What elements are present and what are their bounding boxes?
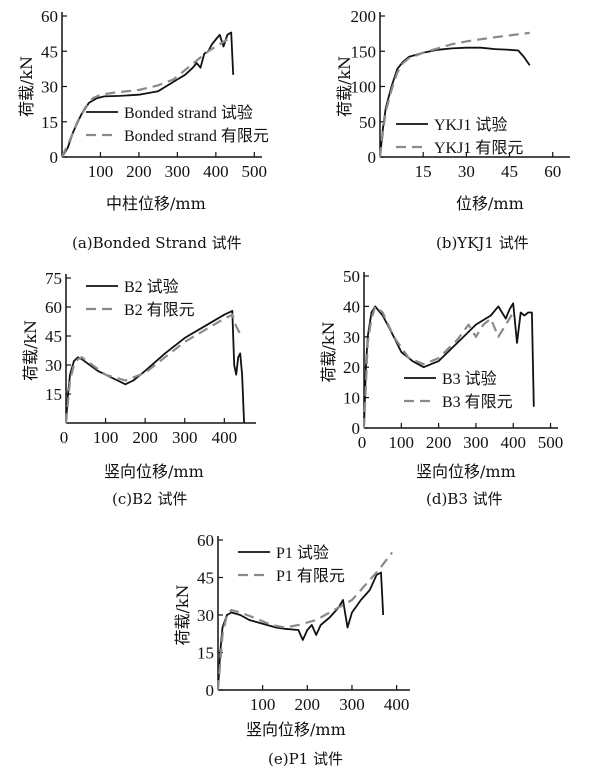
chart-c-xtick-label: 300: [172, 428, 198, 447]
chart-d-series-fem-line: [362, 305, 515, 429]
chart-c-ytick-label: 45: [45, 327, 62, 346]
chart-c-xtick-label: 0: [60, 428, 69, 447]
chart-c-ylabel: 荷载/kN: [21, 320, 40, 381]
chart-e-plot: 0 15 30 45 60 100 200 300 400 荷载/kN P1 试验 P1 有限元: [173, 531, 410, 714]
chart-panel-d: 0 10 20 30 40 50 100 200 300 400 500 0 荷载/kN B3 试验 B3 …: [300, 262, 598, 522]
chart-e-legend-fem-label: P1 有限元: [276, 567, 345, 585]
chart-e-xtick-label: 100: [250, 695, 276, 714]
chart-a-xtick-label: 200: [126, 162, 152, 181]
chart-d-xtick-label: 400: [500, 433, 526, 452]
chart-d-ytick-label: 0: [352, 419, 361, 438]
chart-c-ytick-label: 15: [45, 385, 62, 404]
chart-d-legend-experiment-label: B3 试验: [442, 370, 497, 388]
chart-c-caption: (c)B2 试件: [112, 490, 188, 508]
chart-c-series-fem-line: [64, 313, 242, 424]
chart-a-ytick-label: 15: [41, 113, 58, 132]
chart-panel-a: 0 15 30 45 60 100 200 300 400 500 荷载/kN Bonded stra…: [0, 0, 300, 260]
chart-d-xtick-label: 0: [358, 433, 367, 452]
chart-d-xtick-label: 300: [463, 433, 489, 452]
chart-c-series-experiment-line: [65, 310, 245, 424]
chart-b-ytick-label: 100: [351, 78, 377, 97]
chart-a-legend-experiment-label: Bonded strand 试验: [124, 104, 253, 122]
chart-a-caption: (a)Bonded Strand 试件: [72, 234, 242, 252]
chart-e-legend-experiment-label: P1 试验: [276, 544, 329, 562]
chart-c-legend-fem-label: B2 有限元: [124, 301, 195, 319]
chart-a-legend-fem-label: Bonded strand 有限元: [124, 127, 269, 145]
chart-c-xtick-label: 200: [132, 428, 158, 447]
chart-e-ylabel: 荷载/kN: [173, 584, 192, 645]
chart-b-ytick-label: 50: [359, 113, 376, 132]
chart-a-xtick-label: 300: [165, 162, 191, 181]
chart-b-xtick-label: 30: [458, 162, 475, 181]
chart-e-caption: (e)P1 试件: [268, 750, 343, 768]
chart-d-xtick-label: 100: [389, 433, 415, 452]
chart-d-ytick-label: 20: [343, 358, 360, 377]
chart-d-ylabel: 荷载/kN: [319, 321, 338, 382]
chart-d-xtick-label: 500: [538, 433, 564, 452]
chart-e-xtick-label: 400: [384, 695, 410, 714]
chart-c-ytick-label: 75: [45, 269, 62, 288]
chart-a-ytick-label: 45: [41, 42, 58, 61]
chart-a-series-experiment-line: [61, 31, 235, 158]
chart-d-ytick-label: 10: [343, 389, 360, 408]
chart-panel-b: 0 50 100 150 200 15 30 45 60 荷载/kN YKJ1 试验 YKJ1 有限元…: [300, 0, 598, 260]
chart-c-legend-experiment-label: B2 试验: [124, 278, 179, 296]
chart-a-plot: 0 15 30 45 60 100 200 300 400 500 荷载/kN Bonded stra…: [17, 7, 269, 181]
chart-a-ytick-label: 60: [41, 7, 58, 26]
chart-b-caption: (b)YKJ1 试件: [436, 234, 529, 252]
chart-b-legend-fem-label: YKJ1 有限元: [434, 139, 523, 157]
chart-d-caption: (d)B3 试件: [426, 490, 503, 508]
chart-b-ytick-label: 150: [351, 42, 377, 61]
chart-b-xtick-label: 15: [415, 162, 432, 181]
chart-b-ytick-label: 0: [368, 148, 377, 167]
chart-e-xlabel: 竖向位移/mm: [246, 720, 346, 739]
chart-e-series-fem-line: [216, 551, 393, 691]
chart-e-ytick-label: 15: [197, 644, 214, 663]
chart-b-xtick-label: 60: [544, 162, 561, 181]
chart-e-xtick-label: 200: [295, 695, 321, 714]
chart-a-series-fem-line: [61, 38, 228, 158]
chart-b-series-fem-line: [378, 31, 530, 158]
chart-c-ytick-label: 60: [45, 298, 62, 317]
chart-c-xlabel: 竖向位移/mm: [104, 462, 204, 481]
chart-a-ytick-label: 0: [50, 148, 59, 167]
chart-c-xtick-label: 100: [93, 428, 119, 447]
chart-d-xlabel: 竖向位移/mm: [416, 462, 516, 481]
chart-d-xtick-label: 200: [426, 433, 452, 452]
chart-e-ytick-label: 60: [197, 531, 214, 550]
chart-b-ytick-label: 200: [351, 7, 377, 26]
chart-e-ytick-label: 30: [197, 606, 214, 625]
chart-b-plot: 0 50 100 150 200 15 30 45 60 荷载/kN YKJ1 试验 YKJ1 有限元: [335, 7, 570, 181]
chart-b-xtick-label: 45: [501, 162, 518, 181]
chart-a-xtick-label: 500: [242, 162, 268, 181]
chart-a-xtick-label: 100: [88, 162, 114, 181]
chart-a-ytick-label: 30: [41, 78, 58, 97]
chart-a-xtick-label: 400: [203, 162, 229, 181]
chart-d-ytick-label: 50: [343, 267, 360, 286]
chart-d-ytick-label: 40: [343, 297, 360, 316]
chart-b-xlabel: 位移/mm: [456, 194, 524, 213]
chart-e-ytick-label: 0: [206, 681, 215, 700]
chart-panel-e: 0 15 30 45 60 100 200 300 400 荷载/kN P1 试验 P1 有限元 竖向…: [150, 524, 450, 776]
chart-d-legend-fem-label: B3 有限元: [442, 393, 513, 411]
chart-a-ylabel: 荷载/kN: [17, 56, 36, 117]
chart-c-ytick-label: 30: [45, 356, 62, 375]
chart-b-legend-experiment-label: YKJ1 试验: [434, 116, 507, 134]
chart-e-series-experiment-line: [217, 571, 385, 691]
chart-e-xtick-label: 300: [339, 695, 365, 714]
chart-d-plot: 0 10 20 30 40 50 100 200 300 400 500 0 荷载/kN B3 试验 B3 …: [319, 267, 563, 452]
chart-c-xtick-label: 400: [212, 428, 238, 447]
chart-d-ytick-label: 30: [343, 328, 360, 347]
chart-panel-c: 15 30 45 60 75 100 200 300 400 0 荷载/kN B2 试验 B2 有限元 …: [0, 262, 300, 522]
chart-a-xlabel: 中柱位移/mm: [106, 194, 206, 213]
chart-e-ytick-label: 45: [197, 569, 214, 588]
chart-c-plot: 15 30 45 60 75 100 200 300 400 0 荷载/kN B2 试验 B2 有限元: [21, 269, 256, 447]
chart-b-ylabel: 荷载/kN: [335, 56, 354, 117]
